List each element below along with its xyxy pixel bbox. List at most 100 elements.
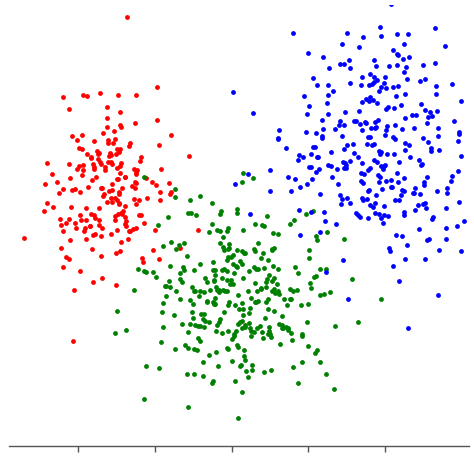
Point <box>196 192 204 200</box>
Point <box>91 230 98 238</box>
Point <box>288 336 296 344</box>
Point <box>404 30 411 37</box>
Point <box>116 247 123 255</box>
Point <box>225 253 232 261</box>
Point <box>358 127 366 134</box>
Point <box>48 171 55 178</box>
Point <box>71 219 78 227</box>
Point <box>283 301 291 309</box>
Point <box>114 91 122 98</box>
Point <box>370 97 377 104</box>
Point <box>316 265 324 273</box>
Point <box>246 210 254 218</box>
Point <box>379 185 386 192</box>
Point <box>191 288 198 295</box>
Point <box>322 265 330 273</box>
Point <box>83 92 91 100</box>
Point <box>380 79 387 87</box>
Point <box>469 168 474 175</box>
Point <box>112 150 119 158</box>
Point <box>258 328 265 336</box>
Point <box>420 178 428 186</box>
Point <box>319 126 327 133</box>
Point <box>231 377 239 385</box>
Point <box>313 272 320 280</box>
Point <box>447 178 455 185</box>
Point <box>356 108 363 115</box>
Point <box>156 196 164 203</box>
Point <box>260 368 268 376</box>
Point <box>239 227 247 234</box>
Point <box>253 265 260 273</box>
Point <box>358 194 366 202</box>
Point <box>148 178 155 185</box>
Point <box>366 93 374 101</box>
Point <box>423 173 431 181</box>
Point <box>253 287 261 295</box>
Point <box>280 295 288 303</box>
Point <box>359 160 366 167</box>
Point <box>203 297 210 304</box>
Point <box>325 64 333 72</box>
Point <box>73 136 81 144</box>
Point <box>232 180 239 188</box>
Point <box>113 175 121 182</box>
Point <box>127 227 134 235</box>
Point <box>270 307 278 315</box>
Point <box>304 318 311 326</box>
Point <box>130 287 137 294</box>
Point <box>381 211 388 219</box>
Point <box>225 299 233 306</box>
Point <box>112 282 120 289</box>
Point <box>108 180 116 188</box>
Point <box>383 150 391 158</box>
Point <box>95 221 103 229</box>
Point <box>379 219 386 227</box>
Point <box>180 239 188 246</box>
Point <box>201 289 208 296</box>
Point <box>101 164 109 171</box>
Point <box>121 213 128 221</box>
Point <box>229 88 237 96</box>
Point <box>365 81 373 88</box>
Point <box>219 233 227 240</box>
Point <box>132 224 140 232</box>
Point <box>310 273 318 280</box>
Point <box>390 133 397 141</box>
Point <box>223 276 230 283</box>
Point <box>261 264 268 272</box>
Point <box>87 153 94 161</box>
Point <box>324 91 332 99</box>
Point <box>262 299 270 306</box>
Point <box>380 162 388 170</box>
Point <box>213 226 221 234</box>
Point <box>295 207 302 214</box>
Point <box>338 40 346 47</box>
Point <box>307 284 314 292</box>
Point <box>383 105 390 113</box>
Point <box>98 232 105 239</box>
Point <box>312 232 320 240</box>
Point <box>387 183 395 191</box>
Point <box>153 273 160 281</box>
Point <box>155 255 163 262</box>
Point <box>200 324 208 331</box>
Point <box>212 283 220 291</box>
Point <box>216 286 223 293</box>
Point <box>108 158 115 165</box>
Point <box>271 290 279 297</box>
Point <box>424 113 431 121</box>
Point <box>348 275 356 283</box>
Point <box>55 190 63 197</box>
Point <box>223 267 231 275</box>
Point <box>184 210 192 217</box>
Point <box>257 284 265 292</box>
Point <box>233 210 241 217</box>
Point <box>210 276 218 283</box>
Point <box>67 203 75 211</box>
Point <box>268 278 276 285</box>
Point <box>427 145 435 152</box>
Point <box>317 190 324 198</box>
Point <box>457 247 465 255</box>
Point <box>404 324 411 332</box>
